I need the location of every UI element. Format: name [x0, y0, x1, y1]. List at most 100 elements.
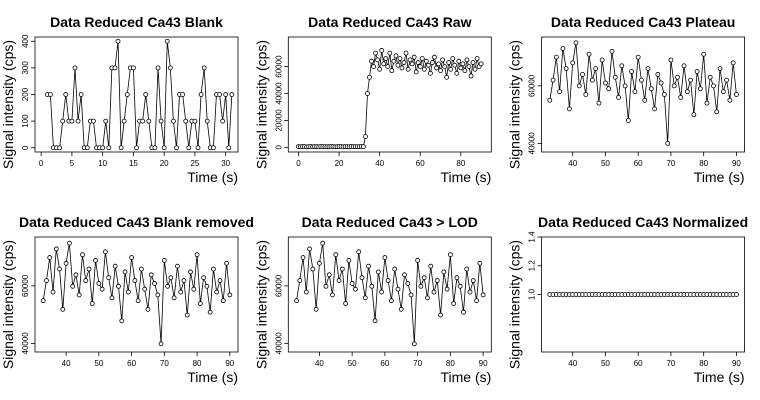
data-point — [121, 118, 127, 124]
x-tick-label: 80 — [446, 359, 455, 368]
data-point — [201, 275, 207, 281]
data-point — [389, 68, 395, 74]
data-point — [164, 38, 170, 44]
plot-box — [287, 36, 492, 153]
data-point — [365, 91, 370, 96]
data-point — [383, 56, 389, 61]
data-point — [419, 56, 425, 61]
data-point — [143, 92, 149, 97]
data-point — [66, 240, 72, 246]
data-point — [184, 312, 190, 318]
data-point — [609, 48, 615, 54]
data-point — [135, 298, 141, 304]
data-point — [438, 68, 443, 74]
data-point — [444, 286, 450, 292]
data-point — [100, 145, 106, 151]
data-point — [116, 283, 121, 289]
data-point — [399, 65, 405, 71]
data-point — [377, 66, 383, 72]
data-point — [89, 301, 95, 306]
data-point — [415, 258, 421, 263]
data-point — [387, 50, 393, 56]
data-point — [478, 61, 484, 67]
series-line — [549, 42, 737, 144]
data-point — [181, 278, 187, 283]
x-tick-label: 50 — [601, 359, 610, 368]
data-point — [366, 263, 371, 269]
data-point — [442, 64, 448, 69]
data-point — [63, 92, 69, 97]
data-point — [333, 252, 339, 258]
panel-title: Data Reduced Ca43 Plateau — [551, 14, 735, 30]
data-point — [599, 57, 605, 63]
x-tick-label: 40 — [62, 359, 71, 368]
data-point — [148, 272, 154, 278]
data-point — [553, 54, 559, 60]
data-point — [191, 286, 197, 292]
data-point — [431, 289, 437, 295]
data-point — [480, 292, 486, 298]
data-point — [80, 252, 85, 258]
data-point — [363, 134, 368, 139]
x-tick-label: 60 — [634, 159, 643, 168]
data-point — [310, 266, 316, 272]
data-point — [461, 309, 466, 315]
y-tick-label: 0 — [21, 145, 30, 150]
y-tick-label: 60000 — [528, 74, 537, 97]
data-point — [720, 89, 726, 95]
x-tick-label: 40 — [568, 359, 577, 368]
data-point — [466, 64, 472, 69]
data-point — [91, 118, 96, 124]
data-point — [547, 97, 553, 103]
data-point — [648, 86, 654, 92]
data-point — [462, 68, 468, 74]
data-point — [447, 252, 453, 258]
data-point — [139, 266, 144, 272]
data-point — [70, 283, 76, 289]
data-point — [297, 278, 303, 283]
data-point — [373, 50, 378, 56]
data-point — [142, 286, 148, 292]
y-tick-label: 40000 — [21, 332, 30, 355]
panel-title: Data Reduced Ca43 Normalized — [538, 214, 748, 230]
data-point — [57, 266, 62, 272]
data-point — [727, 97, 733, 103]
data-point — [229, 92, 235, 97]
series-line — [42, 243, 231, 344]
data-point — [369, 58, 374, 64]
data-point — [567, 106, 572, 112]
data-point — [175, 263, 180, 269]
panel: Data Reduced Ca43 > LOD Time (s) Signal in… — [253, 214, 492, 385]
data-point — [446, 60, 452, 65]
data-point — [220, 118, 226, 124]
panel: Data Reduced Ca43 Blank removed Time (s) S… — [0, 214, 254, 385]
data-point — [60, 118, 66, 124]
data-point — [201, 65, 207, 71]
x-tick-label: 80 — [193, 359, 202, 368]
data-point — [207, 309, 213, 315]
data-point — [76, 292, 82, 298]
data-point — [379, 48, 385, 53]
data-point — [458, 65, 464, 71]
data-point — [616, 94, 621, 100]
data-point — [411, 54, 417, 60]
data-point — [375, 57, 381, 63]
x-tick-label: 70 — [413, 359, 422, 368]
data-point — [408, 292, 414, 298]
y-tick-label: 300 — [21, 61, 30, 75]
y-tick-label: 1.0 — [528, 288, 537, 300]
data-point — [204, 118, 210, 124]
data-point — [339, 266, 345, 272]
data-point — [724, 77, 729, 83]
data-point — [294, 298, 299, 304]
data-point — [359, 275, 365, 281]
x-tick-label: 20 — [335, 159, 344, 168]
x-tick-label: 70 — [666, 159, 675, 168]
data-point — [57, 145, 63, 151]
data-point — [198, 92, 204, 97]
data-point — [734, 292, 739, 297]
data-point — [73, 272, 79, 278]
y-tick-label: 1.4 — [528, 231, 537, 243]
data-point — [586, 51, 592, 57]
